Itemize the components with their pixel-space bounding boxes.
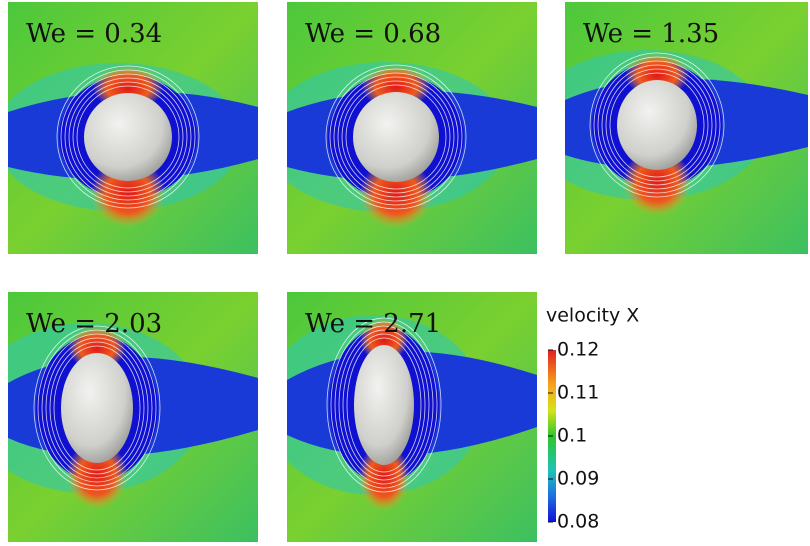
contour xyxy=(56,65,200,209)
contour xyxy=(593,56,721,194)
panel xyxy=(565,2,808,254)
colorbar-tick-label: 0.08 xyxy=(557,511,599,533)
bubble xyxy=(353,92,439,182)
contour xyxy=(345,84,447,190)
contour xyxy=(64,73,192,201)
bubble xyxy=(61,353,133,463)
contour xyxy=(601,64,713,186)
contour xyxy=(37,329,157,487)
high-bottom xyxy=(358,443,410,511)
contour xyxy=(60,69,196,205)
contour xyxy=(326,317,442,493)
panel xyxy=(287,292,537,542)
panel-label: We = 0.68 xyxy=(305,19,441,49)
contour xyxy=(341,80,451,194)
panel-label: We = 1.35 xyxy=(583,19,719,49)
colorbar-title: velocity X xyxy=(546,305,639,327)
high-bottom xyxy=(66,441,128,509)
contour xyxy=(325,64,467,210)
panel-label: We = 0.34 xyxy=(26,19,162,49)
contour xyxy=(605,68,709,182)
panel xyxy=(8,2,258,254)
bubble xyxy=(617,80,697,170)
contour xyxy=(597,60,717,190)
contour xyxy=(333,72,459,202)
contour xyxy=(68,77,188,197)
colorbar-tick-label: 0.09 xyxy=(557,468,599,490)
colorbar-tick-label: 0.12 xyxy=(557,339,599,361)
bubble xyxy=(354,345,414,465)
panel-label: We = 2.71 xyxy=(305,309,441,339)
colorbar-tick-label: 0.1 xyxy=(557,425,587,447)
contour xyxy=(609,72,705,178)
contour xyxy=(53,345,141,471)
contour xyxy=(334,325,434,485)
contour xyxy=(76,85,180,189)
panel xyxy=(287,2,537,254)
contour xyxy=(72,81,184,193)
contour xyxy=(33,325,161,491)
contour xyxy=(337,76,455,198)
contour xyxy=(45,337,149,479)
contour xyxy=(589,52,725,198)
contour xyxy=(49,341,145,475)
bubble xyxy=(84,93,172,181)
contour xyxy=(330,321,438,489)
contour xyxy=(329,68,463,206)
contour xyxy=(338,329,430,481)
contour xyxy=(342,333,426,477)
panel xyxy=(8,292,258,542)
colorbar-tick-label: 0.11 xyxy=(557,382,599,404)
contour xyxy=(41,333,153,483)
panel-label: We = 2.03 xyxy=(26,309,162,339)
contour xyxy=(346,337,422,473)
